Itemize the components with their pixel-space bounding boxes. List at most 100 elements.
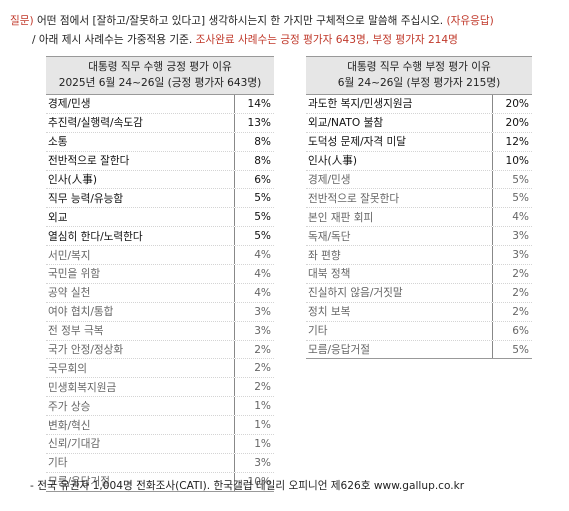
table-row: 직무 능력/유능함 5% [46,189,274,209]
row-value: 10% [234,472,274,491]
table-row: 대북 정책 2% [306,265,532,284]
table-row: 민생회복지원금 2% [46,378,274,398]
table-row: 진실하지 않음/거짓말 2% [306,283,532,303]
negative-reasons-table: 대통령 직무 수행 부정 평가 이유 6월 24~26일 (부정 평가자 215… [306,56,532,360]
row-value: 8% [234,151,274,170]
table-row: 변화/혁신 1% [46,416,274,436]
row-value: 1% [234,397,274,416]
negative-table-subtitle: 6월 24~26일 (부정 평가자 215명) [337,77,501,89]
negative-table-header: 대통령 직무 수행 부정 평가 이유 6월 24~26일 (부정 평가자 215… [306,56,532,95]
open-ended-tag: (자유응답) [446,15,494,27]
row-value: 3% [234,453,274,472]
row-label: 서민/복지 [48,249,91,262]
row-label: 경제/민생 [48,98,91,111]
row-label: 여야 협치/통합 [48,306,114,319]
table-row: 과도한 복지/민생지원금 20% [306,95,532,114]
table-row: 국가 안정/정상화 2% [46,340,274,360]
row-label: 모름/응답거절 [308,344,371,357]
table-row: 외교/NATO 불참 20% [306,113,532,133]
row-value: 5% [492,340,532,359]
table-row: 국민을 위함 4% [46,265,274,284]
row-value: 12% [492,132,532,151]
row-value: 14% [234,95,274,113]
table-row: 전반적으로 잘한다 8% [46,151,274,171]
row-value: 4% [234,246,274,265]
source-footer: - 전국 유권자 1,004명 전화조사(CATI). 한국갤럽 데일리 오피니… [30,480,465,492]
row-label: 진실하지 않음/거짓말 [308,287,403,300]
row-label: 정치 보복 [308,306,351,319]
row-value: 3% [234,302,274,321]
table-row: 경제/민생 5% [306,170,532,190]
row-label: 좌 편향 [308,249,341,262]
table-row: 인사(人事) 10% [306,151,532,171]
row-label: 국민을 위함 [48,268,101,281]
row-value: 2% [234,359,274,378]
row-value: 6% [492,321,532,340]
row-label: 과도한 복지/민생지원금 [308,98,413,111]
row-label: 열심히 한다/노력한다 [48,230,143,243]
row-label: 기타 [308,325,328,338]
row-label: 본인 재판 회피 [308,211,374,224]
row-value: 3% [234,321,274,340]
row-value: 13% [234,113,274,132]
positive-table-header: 대통령 직무 수행 긍정 평가 이유 2025년 6월 24~26일 (긍정 평… [46,56,274,95]
note-sample-sizes: 조사완료 사례수는 긍정 평가자 643명, 부정 평가자 214명 [195,34,458,46]
row-value: 2% [492,265,532,283]
row-label: 대북 정책 [308,268,351,281]
row-value: 4% [234,283,274,302]
row-value: 2% [492,283,532,302]
row-label: 외교/NATO 불참 [308,117,384,130]
row-label: 외교 [48,211,68,224]
row-label: 전반적으로 잘못한다 [308,192,400,205]
row-label: 공약 실천 [48,287,91,300]
row-value: 5% [234,208,274,227]
table-row: 기타 3% [46,453,274,473]
table-row: 인사(人事) 6% [46,170,274,190]
row-value: 4% [492,208,532,227]
row-label: 직무 능력/유능함 [48,192,124,205]
positive-table-title: 대통령 직무 수행 긍정 평가 이유 [88,61,232,73]
row-label: 기타 [48,457,68,470]
row-value: 5% [492,170,532,189]
table-row: 전 정부 극복 3% [46,321,274,341]
table-row: 본인 재판 회피 4% [306,208,532,228]
row-value: 4% [234,265,274,283]
row-label: 신뢰/기대감 [48,438,101,451]
row-label: 전반적으로 잘한다 [48,155,130,168]
row-value: 3% [492,246,532,265]
question-header: 질문) 어떤 점에서 [잘하고/잘못하고 있다고] 생각하시는지 한 가지만 구… [10,12,562,50]
row-value: 6% [234,170,274,189]
table-row: 모름/응답거절 5% [306,340,532,360]
row-value: 3% [492,227,532,246]
table-row: 주가 상승 1% [46,397,274,417]
question-text: 어떤 점에서 [잘하고/잘못하고 있다고] 생각하시는지 한 가지만 구체적으로… [37,15,444,27]
row-label: 변화/혁신 [48,419,91,432]
table-row: 정치 보복 2% [306,302,532,322]
table-row: 열심히 한다/노력한다 5% [46,227,274,247]
question-label: 질문) [10,15,34,27]
table-row: 모름/응답거절 10% [46,472,274,492]
row-label: 경제/민생 [308,174,351,186]
table-row: 도덕성 문제/자격 미달 12% [306,132,532,152]
table-row: 국무회의 2% [46,359,274,379]
table-row: 전반적으로 잘못한다 5% [306,189,532,209]
row-label: 추진력/실행력/속도감 [48,117,143,130]
row-label: 주가 상승 [48,400,91,413]
table-row: 서민/복지 4% [46,246,274,266]
row-value: 5% [492,189,532,208]
row-value: 20% [492,113,532,132]
note-prefix: / 아래 제시 사례수는 가중적용 기준. [32,34,193,46]
row-label: 인사(人事) [308,155,357,168]
table-row: 기타 6% [306,321,532,341]
table-row: 경제/민생 14% [46,95,274,114]
table-row: 좌 편향 3% [306,246,532,266]
row-value: 2% [234,378,274,397]
row-value: 5% [234,227,274,246]
row-value: 1% [234,435,274,453]
positive-table-body: 경제/민생 14% 추진력/실행력/속도감 13% 소통 8% 전반적으로 잘한다 8% 인사(… [46,95,274,492]
row-label: 인사(人事) [48,174,97,186]
row-label: 독재/독단 [308,230,351,243]
row-value: 8% [234,132,274,151]
row-label: 국무회의 [48,362,87,375]
row-label: 국가 안정/정상화 [48,344,124,357]
